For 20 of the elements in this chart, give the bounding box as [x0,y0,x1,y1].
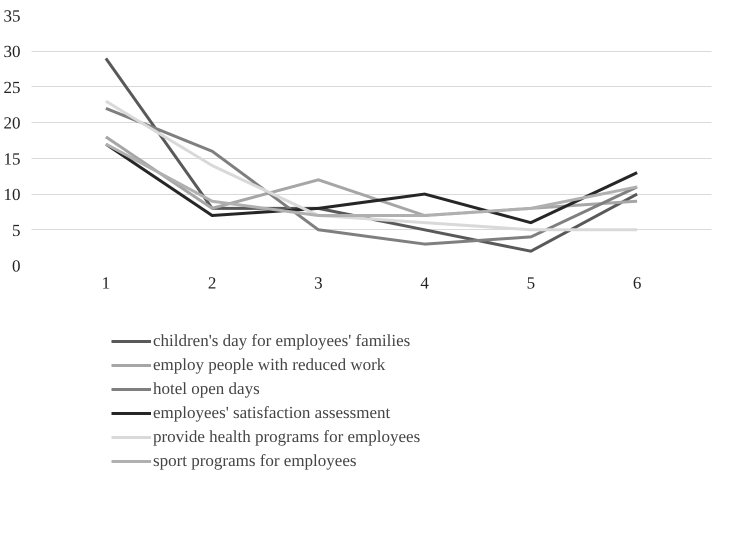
y-tick-label: 0 [12,256,20,276]
x-tick-label: 2 [208,274,216,292]
x-tick-label: 3 [314,274,323,292]
y-tick-label: 5 [12,220,20,240]
y-tick-label: 25 [4,78,20,97]
x-tick-label: 5 [526,274,536,292]
legend-label: employ people with reduced work [153,355,386,375]
legend-label: children's day for employees' families [153,331,410,351]
x-tick-label: 4 [420,274,430,292]
legend-label: employees' satisfaction assessment [153,403,390,423]
y-tick-label: 20 [4,114,20,133]
legend-label: provide health programs for employees [153,427,420,447]
legend-label: sport programs for employees [153,451,356,471]
x-tick-label: 6 [632,274,642,292]
x-tick-label: 1 [102,274,110,292]
y-tick-label: 35 [4,6,20,26]
y-tick-label: 10 [4,185,20,204]
y-tick-label: 30 [4,42,20,62]
legend-label: hotel open days [153,379,260,399]
y-tick-label: 15 [4,149,20,168]
